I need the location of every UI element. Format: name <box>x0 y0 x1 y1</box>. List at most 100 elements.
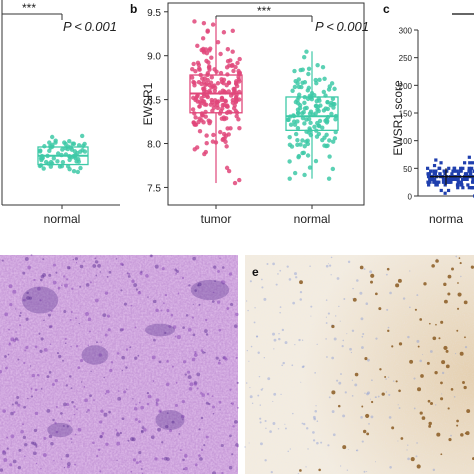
panel-c-point <box>447 166 451 170</box>
panel-e-blue-nucleus <box>305 466 307 468</box>
panel-d-nucleus <box>212 413 215 415</box>
panel-d-nucleus <box>194 350 197 354</box>
panel-d-nucleus <box>0 468 4 472</box>
panel-e-blue-nucleus <box>432 468 436 472</box>
panel-d-nucleus <box>16 396 20 400</box>
panel-e-blue-nucleus <box>351 379 354 381</box>
panel-a-point-normal <box>49 134 55 140</box>
panel-e-blue-nucleus <box>300 381 302 383</box>
panel-d-nucleus <box>94 260 99 264</box>
panel-b-point-tumor <box>219 95 225 101</box>
panel-d-nucleus <box>226 307 230 310</box>
panel-d-nucleus <box>30 387 33 390</box>
panel-d-nucleus <box>95 274 98 277</box>
panel-d-nucleus <box>27 265 31 270</box>
panel-c-point <box>443 183 447 187</box>
panel-b-point-tumor <box>218 129 223 135</box>
panel-d-nucleus <box>197 282 202 287</box>
panel-d-nucleus <box>79 285 82 288</box>
panel-d-nucleus <box>85 283 90 287</box>
panel-d-nucleus <box>96 454 99 458</box>
panel-d-nucleus <box>139 271 143 275</box>
panel-d-nucleus <box>74 257 78 261</box>
panel-d-nucleus <box>235 356 238 359</box>
panel-e-brown-nucleus <box>361 405 364 408</box>
panel-d-nucleus <box>166 412 169 415</box>
panel-d-nucleus <box>120 262 124 266</box>
panel-e-blue-nucleus <box>272 262 275 266</box>
panel-e-blue-nucleus <box>388 416 392 419</box>
panel-b-point-tumor <box>212 83 217 88</box>
panel-e-brown-nucleus <box>359 265 364 270</box>
panel-d-nucleus <box>65 453 70 458</box>
panel-d-nucleus <box>200 448 204 451</box>
panel-e-blue-nucleus <box>361 440 364 443</box>
panel-e-blue-nucleus <box>374 396 377 398</box>
panel-e-blue-nucleus <box>294 272 297 276</box>
panel-c-point <box>446 188 451 193</box>
panel-a-point-normal <box>43 159 49 165</box>
panel-d-nucleus <box>66 402 70 406</box>
panel-b-point-normal <box>314 103 319 109</box>
panel-d-nucleus <box>146 391 150 395</box>
panel-e-blue-nucleus <box>350 351 353 354</box>
panel-b-point-normal <box>287 134 292 140</box>
panel-c-point <box>442 177 446 181</box>
panel-d-nucleus <box>77 366 81 370</box>
panel-b-point-normal <box>298 142 303 147</box>
panel-e-blue-nucleus <box>397 404 399 406</box>
panel-b-point-normal <box>291 119 297 124</box>
panel-c-point <box>465 177 469 181</box>
panel-d-nucleus <box>55 271 58 274</box>
panel-e-blue-nucleus <box>367 391 371 395</box>
panel-e-brown-nucleus <box>447 292 451 296</box>
panel-d-nucleus <box>24 349 27 352</box>
panel-b-point-tumor <box>202 151 207 157</box>
panel-e-blue-nucleus <box>281 364 284 367</box>
panel-b-point-tumor <box>197 104 202 109</box>
panel-e-blue-nucleus <box>256 335 259 338</box>
panel-e-blue-nucleus <box>441 371 445 375</box>
panel-e-brown-nucleus <box>462 381 465 384</box>
panel-d-nucleus <box>158 360 162 364</box>
panel-c-point <box>426 180 430 184</box>
panel-d-nucleus <box>174 335 177 338</box>
panel-c-point <box>459 180 463 184</box>
panel-b-point-tumor <box>197 99 203 105</box>
panel-e-blue-nucleus <box>278 337 281 341</box>
panel-b-point-tumor <box>205 29 210 34</box>
panel-e-blue-nucleus <box>361 346 364 349</box>
panel-a-point-normal <box>47 140 52 145</box>
panel-d-nucleus <box>217 361 221 365</box>
panel-d-nucleus <box>211 300 215 303</box>
panel-e-blue-nucleus <box>254 307 256 309</box>
panel-d-nucleus <box>37 373 40 377</box>
panel-e-blue-nucleus <box>288 278 292 281</box>
panel-c-point <box>434 158 438 162</box>
panel-c-y-ticks: 0 50 100 150 200 250 300 <box>399 27 418 202</box>
panel-e-brown-nucleus <box>331 324 335 329</box>
panel-e-brown-nucleus <box>370 280 373 284</box>
panel-b-point-normal <box>306 130 312 135</box>
panel-d-nucleus <box>74 463 77 466</box>
panel-d-nucleus <box>72 258 74 261</box>
panel-d-nucleus <box>192 256 197 261</box>
panel-d-nucleus <box>84 398 88 403</box>
panel-d-nucleus <box>215 356 219 360</box>
panel-d-nucleus <box>23 361 26 365</box>
panel-e-stained-nuclei <box>244 255 474 474</box>
panel-c-point <box>470 186 474 190</box>
panel-d-nucleus <box>120 289 123 292</box>
panel-e-brown-nucleus <box>429 401 434 406</box>
panel-b-point-normal <box>330 96 336 101</box>
panel-e-blue-nucleus <box>464 345 468 349</box>
panel-d-nucleus <box>138 401 141 404</box>
panel-e-blue-nucleus <box>284 423 286 425</box>
panel-b-point-normal <box>320 64 326 70</box>
panel-e-blue-nucleus <box>360 317 364 321</box>
panel-e-blue-nucleus <box>344 391 347 394</box>
panel-d-nucleus <box>93 399 95 401</box>
panel-d-nucleus <box>60 412 63 415</box>
panel-b-point-tumor <box>230 49 235 54</box>
panel-b-y-tick-label: 7.5 <box>147 183 161 194</box>
